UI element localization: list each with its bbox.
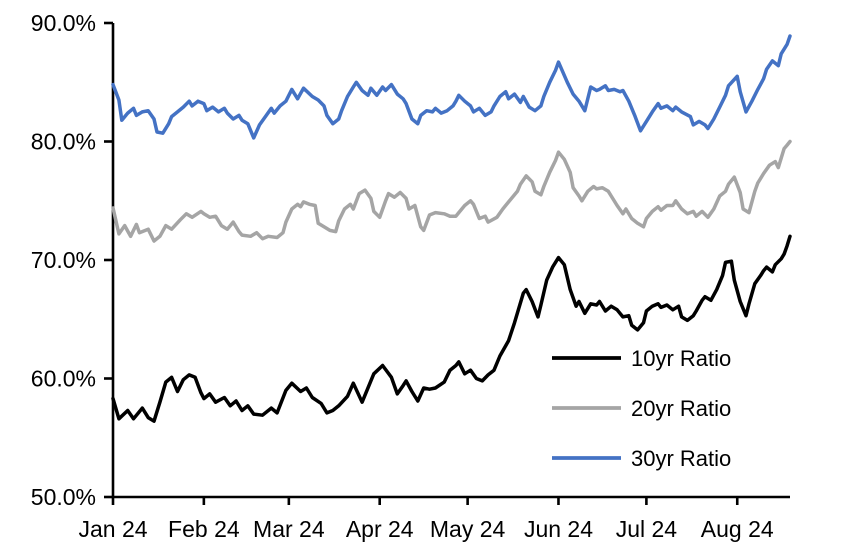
x-axis-tick-label: May 24 (430, 516, 506, 542)
series-line-10yr-ratio (111, 234, 792, 423)
y-axis-tick-label: 60.0% (31, 366, 96, 392)
y-axis-tick-label: 70.0% (31, 247, 96, 273)
x-axis-tick-label: Apr 24 (346, 516, 414, 542)
x-axis-tick-label: Jul 24 (616, 516, 678, 542)
x-axis-tick-label: Jun 24 (524, 516, 593, 542)
x-axis-tick-label: Feb 24 (168, 516, 240, 542)
legend-label-30yr-ratio: 30yr Ratio (631, 446, 731, 471)
x-axis-tick-label: Jan 24 (78, 516, 147, 542)
x-axis-tick-label: Mar 24 (253, 516, 325, 542)
y-axis-tick-label: 80.0% (31, 129, 96, 155)
x-axis-tick-label: Aug 24 (701, 516, 774, 542)
y-axis-tick-label: 50.0% (31, 484, 96, 510)
y-axis-tick-label: 90.0% (31, 10, 96, 36)
series-line-30yr-ratio (111, 34, 792, 140)
series-line-20yr-ratio (111, 139, 792, 243)
legend-label-10yr-ratio: 10yr Ratio (631, 346, 731, 371)
legend-label-20yr-ratio: 20yr Ratio (631, 396, 731, 421)
